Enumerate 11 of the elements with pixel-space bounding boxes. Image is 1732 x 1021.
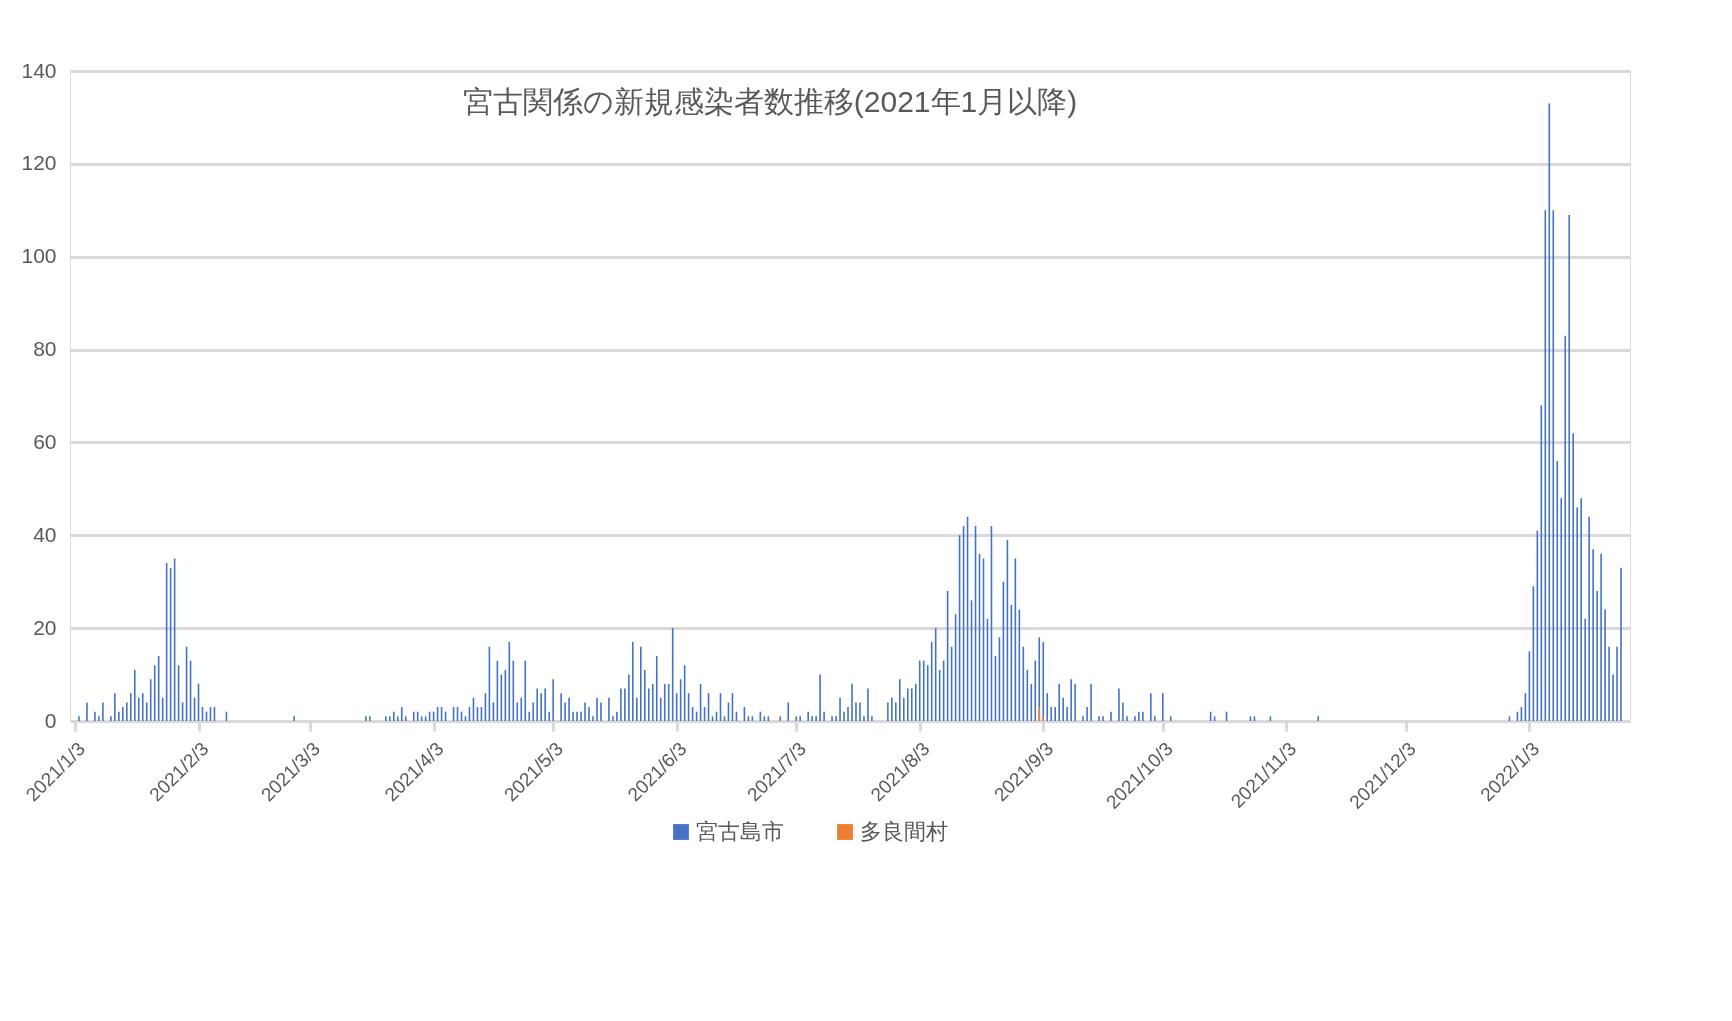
chart-title: 宮古関係の新規感染者数推移(2021年1月以降) bbox=[462, 85, 1078, 118]
legend-label: 多良間村 bbox=[860, 819, 948, 844]
legend-label: 宮古島市 bbox=[696, 819, 784, 844]
y-tick-label: 20 bbox=[33, 615, 57, 639]
y-tick-label: 140 bbox=[21, 58, 57, 82]
y-tick-label: 60 bbox=[33, 429, 57, 453]
y-tick-label: 0 bbox=[44, 708, 57, 732]
y-tick-label: 120 bbox=[21, 151, 57, 175]
y-tick-label: 80 bbox=[33, 337, 57, 361]
y-tick-label: 100 bbox=[21, 244, 57, 268]
y-tick-label: 40 bbox=[33, 522, 57, 546]
